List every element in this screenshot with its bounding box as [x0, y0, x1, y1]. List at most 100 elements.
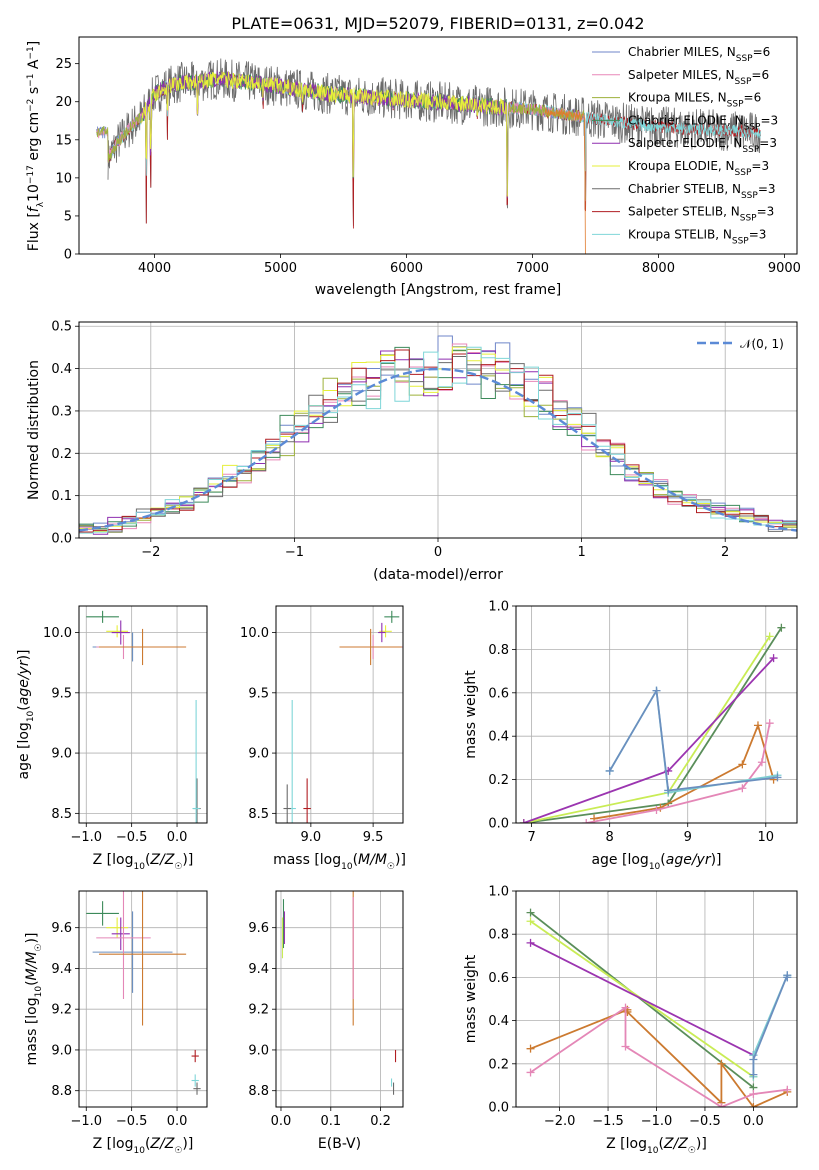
- y-tick-label: 0.2: [488, 1057, 509, 1072]
- gridlines: [276, 606, 403, 823]
- series-marker: [526, 917, 535, 926]
- figure-title: PLATE=0631, MJD=52079, FIBERID=0131, z=0…: [231, 14, 644, 33]
- y-tick-label: 8.5: [51, 807, 72, 822]
- series-marker: [769, 654, 778, 663]
- x-tick-label: −0.5: [116, 1114, 148, 1129]
- axes-frame: [275, 890, 404, 1108]
- y-tick-label: 9.4: [248, 962, 269, 977]
- series-marker: [783, 1085, 792, 1094]
- y-tick-label: 0.1: [51, 489, 72, 504]
- x-axis-label: (data-model)/error: [373, 567, 503, 583]
- y-tick-label: 9.0: [51, 747, 72, 762]
- data-layer: [86, 610, 201, 823]
- series-marker: [765, 632, 774, 641]
- series-marker: [652, 805, 661, 814]
- x-tick-label: 2: [721, 545, 729, 560]
- y-axis-label: Flux [fλ10−17 erg cm−2 s−1 A−1]: [26, 41, 46, 251]
- x-tick-label: −1.0: [641, 1114, 673, 1129]
- series-marker: [664, 786, 673, 795]
- chart-mass-vs-ebv: 0.0 0.1 0.2 8.8 9.0 9.2 9.4 9.6 E(B-V): [248, 890, 404, 1152]
- legend-label: Chabrier ELODIE, NSSP=3: [628, 113, 778, 132]
- series-line: [530, 941, 754, 1057]
- y-tick-label: 0.6: [488, 971, 509, 986]
- series-marker: [582, 819, 591, 823]
- x-tick-label: 0.0: [167, 830, 188, 845]
- series-marker: [738, 760, 747, 769]
- data-layer: [526, 908, 792, 1107]
- x-tick-label: 0.0: [743, 1114, 764, 1129]
- y-tick-label: 0.3: [51, 404, 72, 419]
- y-tick-label: 9.6: [248, 921, 269, 936]
- series-marker: [526, 908, 535, 917]
- y-tick-label: 9.2: [51, 1003, 72, 1018]
- x-tick-label: 9: [684, 830, 692, 845]
- x-tick-label: 10: [758, 830, 775, 845]
- legend-label: Chabrier MILES, NSSP=6: [628, 45, 770, 64]
- series-line: [752, 974, 789, 1077]
- series-marker: [717, 1059, 726, 1068]
- legend-label: Salpeter STELIB, NSSP=3: [628, 205, 774, 224]
- y-axis-label: Normed distribution: [26, 360, 42, 500]
- y-axis-label: mass [log10(M/M☉)]: [24, 933, 44, 1066]
- data-layer: [86, 891, 201, 1095]
- x-tick-label: 8000: [642, 261, 675, 276]
- series-marker: [783, 973, 792, 982]
- x-tick-label: 0.1: [320, 1114, 341, 1129]
- data-layer: [79, 335, 797, 538]
- gridlines: [516, 605, 797, 824]
- legend-label: Kroupa STELIB, NSSP=3: [628, 227, 766, 246]
- spectrum-series-orange: [544, 107, 586, 254]
- y-tick-label: 0.8: [488, 643, 509, 658]
- x-tick-label: −0.5: [116, 830, 148, 845]
- series-marker: [717, 1103, 726, 1107]
- y-tick-label: 0.0: [51, 532, 72, 547]
- x-axis-label: wavelength [Angstrom, rest frame]: [315, 282, 561, 298]
- y-tick-label: 0.5: [51, 320, 72, 335]
- series-marker: [526, 938, 535, 947]
- x-axis-label: age [log10(age/yr)]: [591, 852, 721, 872]
- y-tick-label: 0.2: [51, 447, 72, 462]
- x-tick-label: −1.0: [70, 1114, 102, 1129]
- series-marker: [757, 758, 766, 767]
- y-tick-label: 0.0: [488, 1101, 509, 1116]
- y-tick-label: 9.4: [51, 962, 72, 977]
- x-axis-label: E(B-V): [318, 1136, 361, 1152]
- series-line: [523, 627, 783, 823]
- y-tick-label: 9.2: [248, 1003, 269, 1018]
- x-tick-label: −2: [141, 545, 160, 560]
- plot-area: 4000 5000 6000 7000 8000 90000510152025Chabri…: [16, 36, 801, 1156]
- data-layer: [96, 58, 761, 254]
- histogram-kroupa-stelib: [79, 346, 797, 538]
- series-line: [586, 723, 771, 823]
- series-marker: [738, 784, 747, 793]
- y-tick-label: 9.6: [51, 921, 72, 936]
- y-tick-label: 8.8: [248, 1084, 269, 1099]
- x-tick-label: 4000: [138, 261, 171, 276]
- y-tick-label: 0.0: [488, 817, 509, 832]
- y-tick-label: 1.0: [488, 885, 509, 900]
- series-marker: [749, 1055, 758, 1064]
- series-marker: [773, 773, 782, 782]
- y-tick-label: 9.0: [51, 1043, 72, 1058]
- y-tick-label: 9.5: [51, 686, 72, 701]
- chart-mass-vs-z: −1.0 −0.5 0.0 8.8 9.0 9.2 9.4 9.6 Z [log10(Z/Z☉)…: [24, 890, 208, 1156]
- chart-age-vs-z: −1.0 −0.5 0.0 8.5 9.0 9.5 10.0 Z [log10(Z/Z☉)] a…: [16, 605, 208, 872]
- series-marker: [526, 1044, 535, 1053]
- y-tick-label: 0.4: [488, 730, 509, 745]
- y-tick-label: 0.4: [51, 362, 72, 377]
- data-layer: [519, 623, 786, 823]
- spectrum-series-kroupa-elodie: [141, 71, 508, 197]
- series-marker: [621, 1003, 630, 1012]
- y-axis-label: mass weight: [463, 670, 479, 759]
- series-line: [608, 687, 778, 792]
- series-line: [529, 911, 754, 1089]
- series-line: [530, 1008, 788, 1107]
- chart-spectrum: 4000 5000 6000 7000 8000 9000 0 5 10 15 20 25 Chabri…: [26, 36, 801, 298]
- series-line: [523, 635, 771, 823]
- y-tick-label: 8.8: [51, 1084, 72, 1099]
- legend-label: 𝒩(0, 1): [740, 337, 784, 351]
- gridlines: [276, 891, 403, 1107]
- series-marker: [652, 686, 661, 695]
- series-marker: [753, 721, 762, 730]
